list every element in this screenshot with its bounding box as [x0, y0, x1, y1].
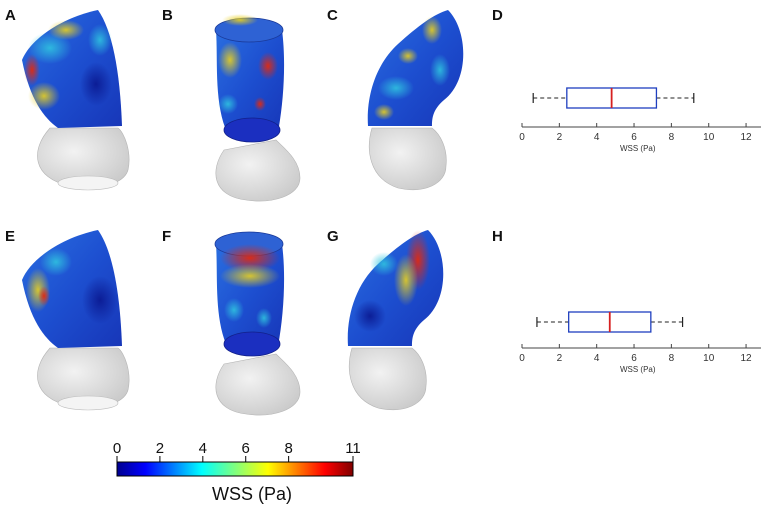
x-tick-label: 12 — [741, 132, 753, 143]
colorbar-tick-label: 2 — [156, 440, 164, 457]
x-tick-label: 6 — [631, 132, 637, 143]
boxplot-d: 0 2 4 6 8 10 12 WSS (Pa) — [519, 87, 761, 153]
x-tick-label: 0 — [519, 353, 525, 364]
x-axis-label: WSS (Pa) — [620, 144, 656, 153]
panel-label-f: F — [162, 228, 171, 245]
vessel-render-b — [214, 14, 301, 202]
x-tick-label: 10 — [703, 132, 715, 143]
colorbar-title: WSS (Pa) — [212, 484, 292, 504]
colorbar-tick-label: 0 — [113, 440, 121, 457]
colorbar: 0 2 4 6 8 11 WSS (Pa) — [113, 440, 361, 504]
colorbar-tick-label: 11 — [345, 440, 361, 457]
colorbar-ticks: 0 2 4 6 8 11 — [113, 440, 361, 462]
boxplot-h: 0 2 4 6 8 10 12 WSS (Pa) — [519, 311, 761, 374]
x-tick-label: 12 — [741, 353, 753, 364]
vessel-render-a — [21, 9, 130, 191]
panel-label-g: G — [327, 228, 339, 245]
x-tick-label: 4 — [594, 353, 600, 364]
panel-label-b: B — [162, 7, 173, 24]
panel-label-h: H — [492, 228, 503, 245]
vessel-render-c — [367, 9, 464, 191]
x-tick-label: 4 — [594, 132, 600, 143]
colorbar-gradient — [116, 461, 354, 477]
vessel-render-e — [21, 229, 130, 411]
x-tick-label: 10 — [703, 353, 715, 364]
x-tick-label: 0 — [519, 132, 525, 143]
x-axis-label: WSS (Pa) — [620, 365, 656, 374]
vessel-render-g — [347, 229, 444, 411]
colorbar-tick-label: 8 — [284, 440, 292, 457]
x-tick-label: 8 — [669, 132, 675, 143]
panel-label-e: E — [5, 228, 15, 245]
x-tick-label: 2 — [557, 132, 563, 143]
vessel-render-f — [214, 231, 301, 416]
x-tick-label: 6 — [631, 353, 637, 364]
x-tick-label: 8 — [669, 353, 675, 364]
panel-label-a: A — [5, 7, 16, 24]
colorbar-tick-label: 4 — [199, 440, 207, 457]
colorbar-tick-label: 6 — [242, 440, 250, 457]
panel-label-c: C — [327, 7, 338, 24]
panel-label-d: D — [492, 7, 503, 24]
x-tick-label: 2 — [557, 353, 563, 364]
panel-labels: A B C D E F G H — [5, 7, 503, 245]
